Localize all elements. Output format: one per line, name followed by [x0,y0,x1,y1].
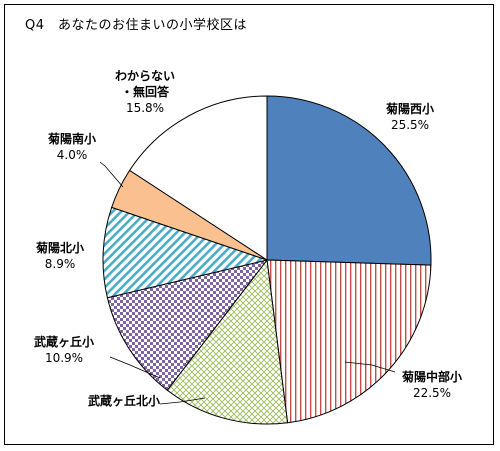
slice-1 [266,259,432,424]
slice-label-4-0: 菊陽北小 [35,240,84,255]
slice-value-3-1: 10.9% [45,351,83,365]
leader-line-3 [109,356,161,379]
slice-4 [102,206,269,299]
slice-label-0-0: 菊陽西小 [385,101,434,116]
leader-line-2 [159,397,206,405]
slice-label-2-0: 武蔵ヶ丘北小 [88,393,160,408]
slice-value-6-2: 15.8% [126,101,164,115]
slice-2 [166,258,289,425]
chart-title: Q4 あなたのお住まいの小学校区は [25,18,248,33]
slice-label-3-0: 武蔵ヶ丘小 [34,334,94,349]
slice-value-0-1: 25.5% [391,118,429,132]
slice-value-1-1: 22.5% [413,386,451,400]
slice-0 [266,95,432,266]
leader-line-1 [344,361,396,373]
slice-3 [106,259,269,391]
slice-label-6-1: ・無回答 [121,84,170,99]
slice-value-4-1: 8.9% [45,257,76,271]
leader-line-5 [99,161,124,188]
slice-label-5-0: 菊陽南小 [47,131,96,146]
slice-value-5-1: 4.0% [57,148,88,162]
slice-label-6-0: わからない [115,69,175,83]
slice-label-1-0: 菊陽中部小 [401,369,462,384]
slice-6 [128,95,268,261]
